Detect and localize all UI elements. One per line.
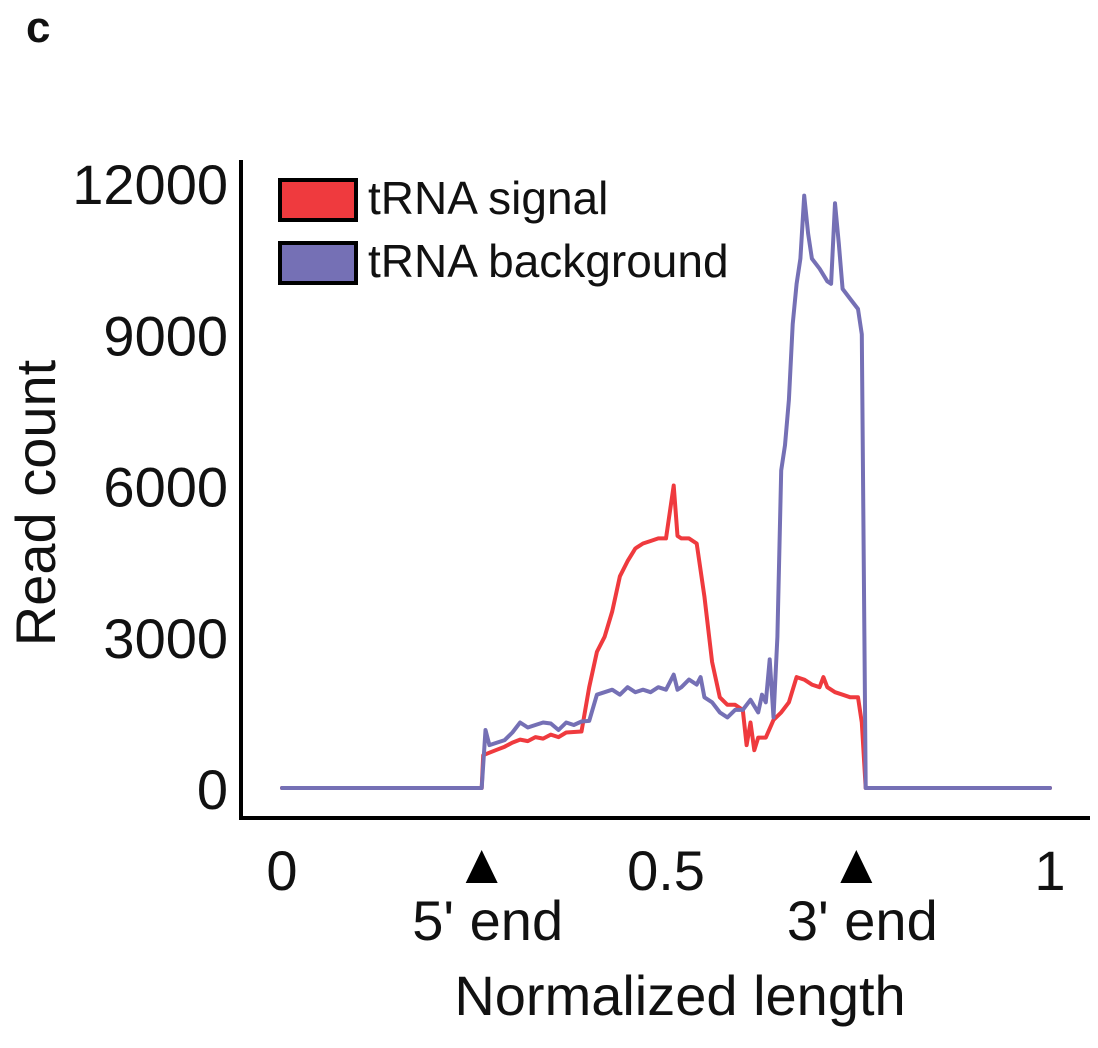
y-tick-label: 0	[197, 758, 228, 821]
legend-label: tRNA signal	[368, 172, 608, 224]
series-line-signal	[280, 483, 1052, 790]
y-tick-label: 6000	[103, 456, 228, 519]
end-annotation-label: 3' end	[787, 889, 938, 952]
x-tick-label: 1	[1034, 839, 1065, 902]
x-tick-label: 0	[266, 839, 297, 902]
x-axis-label: Normalized length	[454, 964, 905, 1027]
legend-label: tRNA background	[368, 235, 729, 287]
series-line-background	[280, 193, 1052, 790]
legend-swatch	[278, 178, 358, 222]
y-axis-label: Read count	[4, 359, 67, 646]
series-lines	[280, 193, 1052, 790]
legend: tRNA signal tRNA background	[278, 172, 729, 287]
panel-label: c	[26, 3, 50, 52]
y-tick-label: 9000	[103, 304, 228, 367]
y-tick-label: 12000	[72, 153, 228, 216]
end-marker-triangle	[465, 850, 498, 883]
y-tick-label: 3000	[103, 607, 228, 670]
x-tick-label: 0.5	[627, 839, 705, 902]
legend-swatch	[278, 241, 358, 285]
axes	[239, 160, 1090, 820]
end-marker-triangle	[840, 850, 873, 883]
annotations: 5' end 3' end	[412, 850, 938, 952]
end-annotation-label: 5' end	[412, 889, 563, 952]
tick-labels: 0 3000 6000 9000 12000 0 0.5 1	[72, 153, 1065, 902]
